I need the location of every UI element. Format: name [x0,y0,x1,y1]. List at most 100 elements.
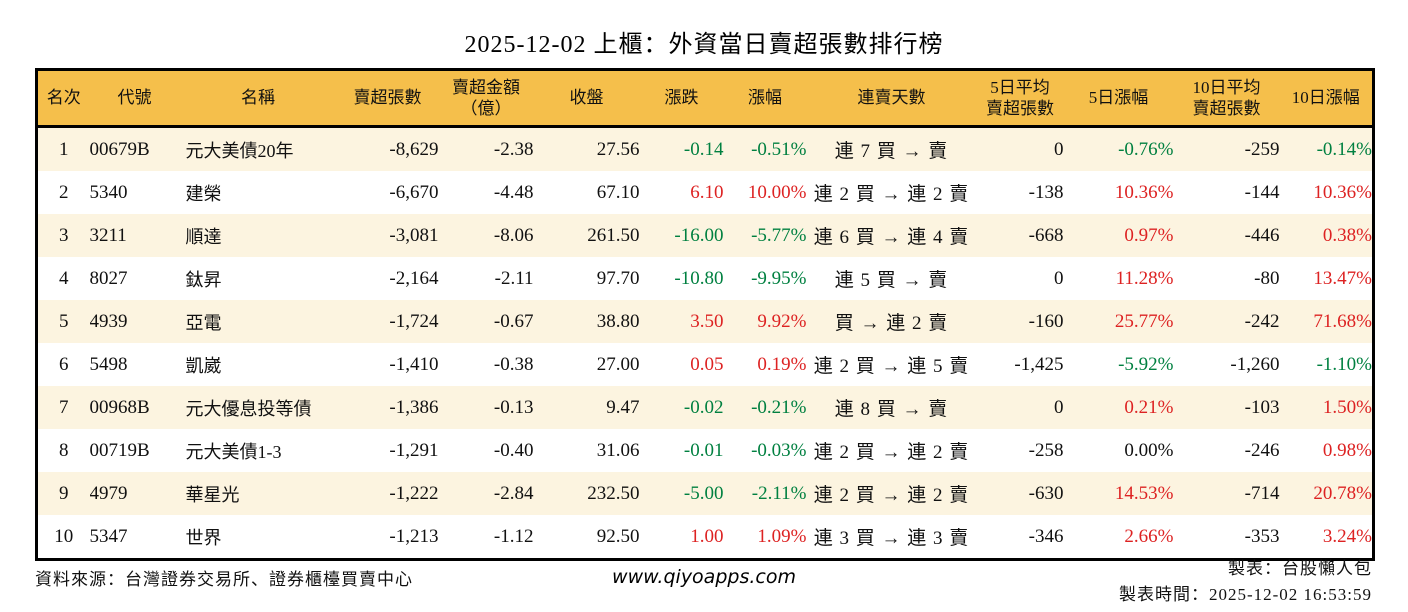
cell-close: 31.06 [596,439,640,461]
cell-close: 232.50 [587,482,640,504]
cell-change: -0.01 [683,439,724,461]
cell-streak: 連 2 買 → 連 2 賣 [813,442,970,463]
cell-rank: 1 [59,138,69,160]
cell-sell_volume: -1,291 [389,439,439,461]
cell-pct10: 1.50% [1322,396,1372,418]
cell-code: 00719B [89,439,150,461]
cell-avg10_volume: -242 [1244,310,1280,332]
cell-close: 97.70 [596,267,640,289]
cell-close: 27.56 [596,138,640,160]
cell-code: 4939 [89,310,128,332]
cell-pct10: 0.98% [1322,439,1372,461]
cell-change: 6.10 [690,181,724,203]
cell-rank: 8 [59,439,69,461]
cell-avg10_volume: -353 [1244,525,1280,547]
table-row: 2 5340 建榮 -6,670 -4.48 67.10 6.10 10.00% 連 2 買 →… [37,171,1374,214]
cell-change_pct: -5.77% [751,224,807,246]
col-header-change: 漲跌 [639,69,724,128]
cell-change: -5.00 [683,482,724,504]
cell-sell_amount: -1.12 [493,525,534,547]
cell-streak: 連 6 買 → 連 4 賣 [813,227,970,248]
cell-pct10: 10.36% [1313,181,1372,203]
cell-avg10_volume: -103 [1244,396,1280,418]
cell-sell_amount: -2.11 [494,267,534,289]
cell-pct5: 0.97% [1124,224,1174,246]
col-header-change_pct: 漲幅 [723,69,807,128]
cell-sell_amount: -0.13 [493,396,534,418]
cell-avg5_volume: -138 [1028,181,1064,203]
col-header-avg5_volume: 5日平均 賣超張數 [976,69,1064,128]
col-header-code: 代號 [89,69,180,128]
cell-streak: 連 7 買 → 賣 [834,141,949,162]
cell-close: 9.47 [606,396,640,418]
cell-pct10: 13.47% [1313,267,1372,289]
cell-avg10_volume: -1,260 [1230,353,1280,375]
maker-line: 製表：台股懶人包 [1228,559,1372,578]
cell-close: 261.50 [587,224,640,246]
col-header-rank: 名次 [36,69,90,128]
cell-sell_volume: -8,629 [389,138,439,160]
cell-streak: 連 3 買 → 連 3 賣 [813,528,970,549]
cell-pct10: 0.38% [1322,224,1372,246]
cell-name: 鈦昇 [185,269,222,290]
cell-pct5: 0.00% [1124,439,1174,461]
cell-avg5_volume: -630 [1028,482,1064,504]
cell-name: 元大美債1-3 [185,441,282,462]
cell-sell_volume: -6,670 [389,181,439,203]
table-row: 3 3211 順達 -3,081 -8.06 261.50 -16.00 -5.77% 連 6 … [36,214,1374,257]
data-source-note: 資料來源：台灣證券交易所、證券櫃檯買賣中心 [35,570,413,589]
cell-code: 5498 [89,353,128,375]
cell-close: 38.80 [596,310,640,332]
cell-avg5_volume: 0 [1054,267,1064,289]
cell-sell_amount: -4.48 [493,181,534,203]
cell-close: 27.00 [596,353,640,375]
cell-pct5: -0.76% [1118,138,1174,160]
cell-name: 元大優息投等債 [185,398,312,419]
cell-sell_amount: -8.06 [493,224,534,246]
cell-change_pct: 9.92% [757,310,807,332]
cell-rank: 3 [59,224,69,246]
col-header-name: 名稱 [179,69,337,128]
table-row: 7 00968B 元大優息投等債 -1,386 -0.13 9.47 -0.02 -0.21%… [36,386,1374,429]
ranking-table: 名次 代號 名稱 賣超張數 賣超金額 （億） 收盤 漲跌 漲幅 連賣天數 5日平均 賣超張數 5日漲… [35,68,1375,561]
cell-change_pct: -0.21% [751,396,807,418]
cell-pct5: 2.66% [1124,525,1174,547]
cell-sell_volume: -1,386 [389,396,439,418]
cell-name: 華星光 [185,484,240,505]
col-header-sell_volume: 賣超張數 [336,69,439,128]
table-row: 8 00719B 元大美債1-3 -1,291 -0.40 31.06 -0.01 -0.03… [37,429,1374,472]
cell-name: 凱崴 [185,355,222,376]
cell-pct10: 20.78% [1313,482,1372,504]
cell-streak: 連 8 買 → 賣 [834,399,949,420]
cell-avg5_volume: -346 [1028,525,1064,547]
page-title: 2025-12-02 上櫃：外資當日賣超張數排行榜 [464,32,944,58]
cell-sell_amount: -0.38 [493,353,534,375]
cell-change_pct: 1.09% [757,525,807,547]
cell-avg5_volume: -1,425 [1014,353,1064,375]
cell-change: 3.50 [690,310,724,332]
cell-avg10_volume: -80 [1254,267,1280,289]
cell-avg5_volume: 0 [1054,396,1064,418]
cell-change_pct: -0.03% [751,439,807,461]
cell-avg5_volume: -258 [1028,439,1064,461]
cell-code: 00679B [89,138,150,160]
cell-streak: 連 5 買 → 賣 [834,270,949,291]
header-row: 名次 代號 名稱 賣超張數 賣超金額 （億） 收盤 漲跌 漲幅 連賣天數 5日平均 賣超張數 5日漲… [36,69,1374,128]
cell-pct5: -5.92% [1118,353,1174,375]
cell-sell_amount: -2.38 [493,138,534,160]
cell-rank: 7 [59,396,69,418]
cell-change: -10.80 [674,267,724,289]
cell-pct10: 3.24% [1322,525,1372,547]
cell-code: 3211 [89,224,127,246]
cell-pct10: -0.14% [1316,138,1372,160]
cell-pct5: 25.77% [1114,310,1174,332]
cell-streak: 連 2 買 → 連 2 賣 [813,485,970,506]
cell-avg10_volume: -144 [1244,181,1280,203]
cell-code: 00968B [89,396,150,418]
cell-avg10_volume: -714 [1244,482,1280,504]
cell-sell_volume: -1,724 [389,310,439,332]
cell-pct5: 14.53% [1114,482,1174,504]
cell-change_pct: -2.11% [751,482,807,504]
cell-name: 元大美債20年 [185,140,294,161]
